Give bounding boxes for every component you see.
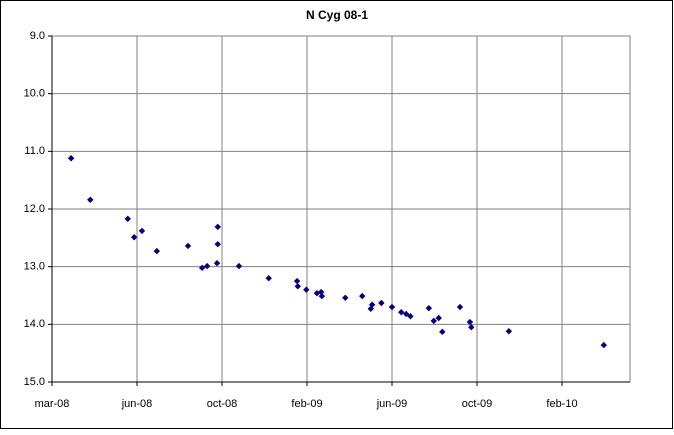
data-point (138, 227, 146, 235)
y-tick-label: 10.0 (24, 88, 45, 100)
data-point (468, 324, 475, 331)
data-point (402, 310, 410, 318)
data-point (318, 292, 326, 300)
data-point (435, 314, 442, 322)
data-point (439, 328, 446, 336)
data-point (407, 313, 414, 320)
data-point (398, 309, 405, 316)
x-tick-label: oct-09 (462, 398, 493, 410)
data-point (130, 234, 138, 241)
data-point (359, 292, 366, 300)
data-point (198, 264, 206, 272)
data-point (368, 301, 376, 308)
x-tick-label: jun-08 (121, 398, 153, 410)
x-tick-label: feb-09 (291, 398, 322, 410)
data-point (600, 341, 607, 349)
x-tick-label: mar-08 (35, 398, 70, 410)
y-tick-label: 11.0 (24, 145, 45, 157)
y-tick-label: 15.0 (24, 376, 45, 388)
data-point (265, 275, 272, 282)
x-tick-label: oct-08 (207, 398, 238, 410)
data-point (214, 223, 221, 231)
y-tick-label: 12.0 (24, 203, 45, 215)
data-point (293, 277, 301, 285)
data-point (87, 196, 94, 203)
data-point (294, 283, 301, 290)
data-point (342, 294, 349, 302)
data-point (203, 262, 211, 270)
x-tick-label: feb-10 (546, 398, 577, 410)
data-point (303, 286, 310, 293)
data-point (466, 318, 474, 326)
x-tick-label: jun-09 (376, 398, 408, 410)
chart-title: N Cyg 08-1 (306, 8, 368, 22)
data-point (67, 155, 75, 162)
data-point (388, 303, 396, 311)
data-point (456, 303, 464, 311)
data-point (317, 288, 325, 296)
data-point (184, 242, 192, 250)
data-point (124, 215, 131, 223)
y-tick-label: 9.0 (30, 30, 45, 42)
data-point (425, 304, 433, 312)
y-tick-label: 13.0 (24, 261, 45, 273)
y-tick-label: 14.0 (24, 318, 45, 330)
data-point (505, 328, 513, 335)
data-point (153, 247, 161, 255)
data-point (213, 260, 221, 267)
data-point (430, 317, 437, 325)
data-point (378, 299, 385, 307)
data-point (214, 240, 221, 248)
data-point (235, 262, 243, 270)
